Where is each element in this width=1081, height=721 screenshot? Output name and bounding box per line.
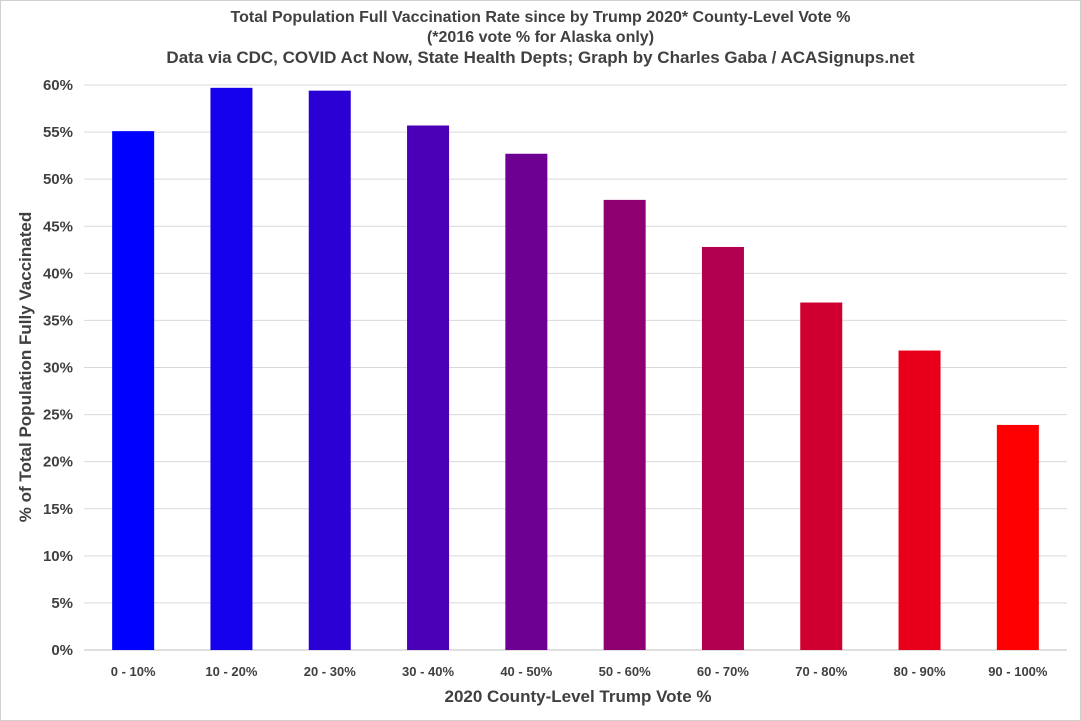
bar — [898, 350, 941, 650]
bars — [112, 87, 1039, 650]
bar — [800, 302, 843, 650]
y-tick-label: 15% — [43, 501, 73, 518]
bar — [701, 246, 744, 650]
bar — [112, 131, 155, 650]
x-tick-label: 0 - 10% — [111, 664, 156, 679]
y-tick-label: 20% — [43, 454, 73, 471]
y-tick-label: 40% — [43, 265, 73, 282]
y-tick-label: 30% — [43, 360, 73, 377]
bar — [996, 424, 1039, 650]
y-tick-label: 60% — [43, 77, 73, 94]
x-tick-label: 20 - 30% — [304, 664, 356, 679]
y-tick-labels: 0% 5% 10% 15% 20% 25% 30% 35% 40% 45% 50% 55% 60% — [43, 77, 73, 659]
y-axis-title: % of Total Population Fully Vaccinated — [16, 212, 35, 522]
x-tick-label: 50 - 60% — [599, 664, 651, 679]
y-tick-label: 10% — [43, 548, 73, 565]
y-tick-label: 35% — [43, 312, 73, 329]
bar — [505, 153, 548, 650]
bar — [603, 199, 646, 650]
x-tick-label: 10 - 20% — [205, 664, 257, 679]
x-tick-label: 90 - 100% — [988, 664, 1048, 679]
y-tick-label: 45% — [43, 218, 73, 235]
chart-source: Data via CDC, COVID Act Now, State Healt… — [166, 48, 915, 67]
chart-title: Total Population Full Vaccination Rate s… — [230, 9, 851, 26]
y-tick-label: 0% — [51, 642, 73, 659]
x-tick-labels: 0 - 10% 10 - 20% 20 - 30% 30 - 40% 40 - 50% 5… — [111, 664, 1048, 679]
y-tick-label: 25% — [43, 407, 73, 424]
y-tick-label: 5% — [51, 595, 73, 612]
x-tick-label: 60 - 70% — [697, 664, 749, 679]
bar — [308, 90, 351, 650]
x-tick-label: 30 - 40% — [402, 664, 454, 679]
bar — [407, 125, 450, 650]
x-axis-title: 2020 County-Level Trump Vote % — [444, 687, 711, 706]
bar — [210, 87, 253, 650]
x-tick-label: 70 - 80% — [795, 664, 847, 679]
y-tick-label: 50% — [43, 171, 73, 188]
chart-subtitle: (*2016 vote % for Alaska only) — [426, 29, 655, 46]
x-tick-label: 40 - 50% — [500, 664, 552, 679]
y-tick-label: 55% — [43, 124, 73, 141]
x-tick-label: 80 - 90% — [894, 664, 946, 679]
